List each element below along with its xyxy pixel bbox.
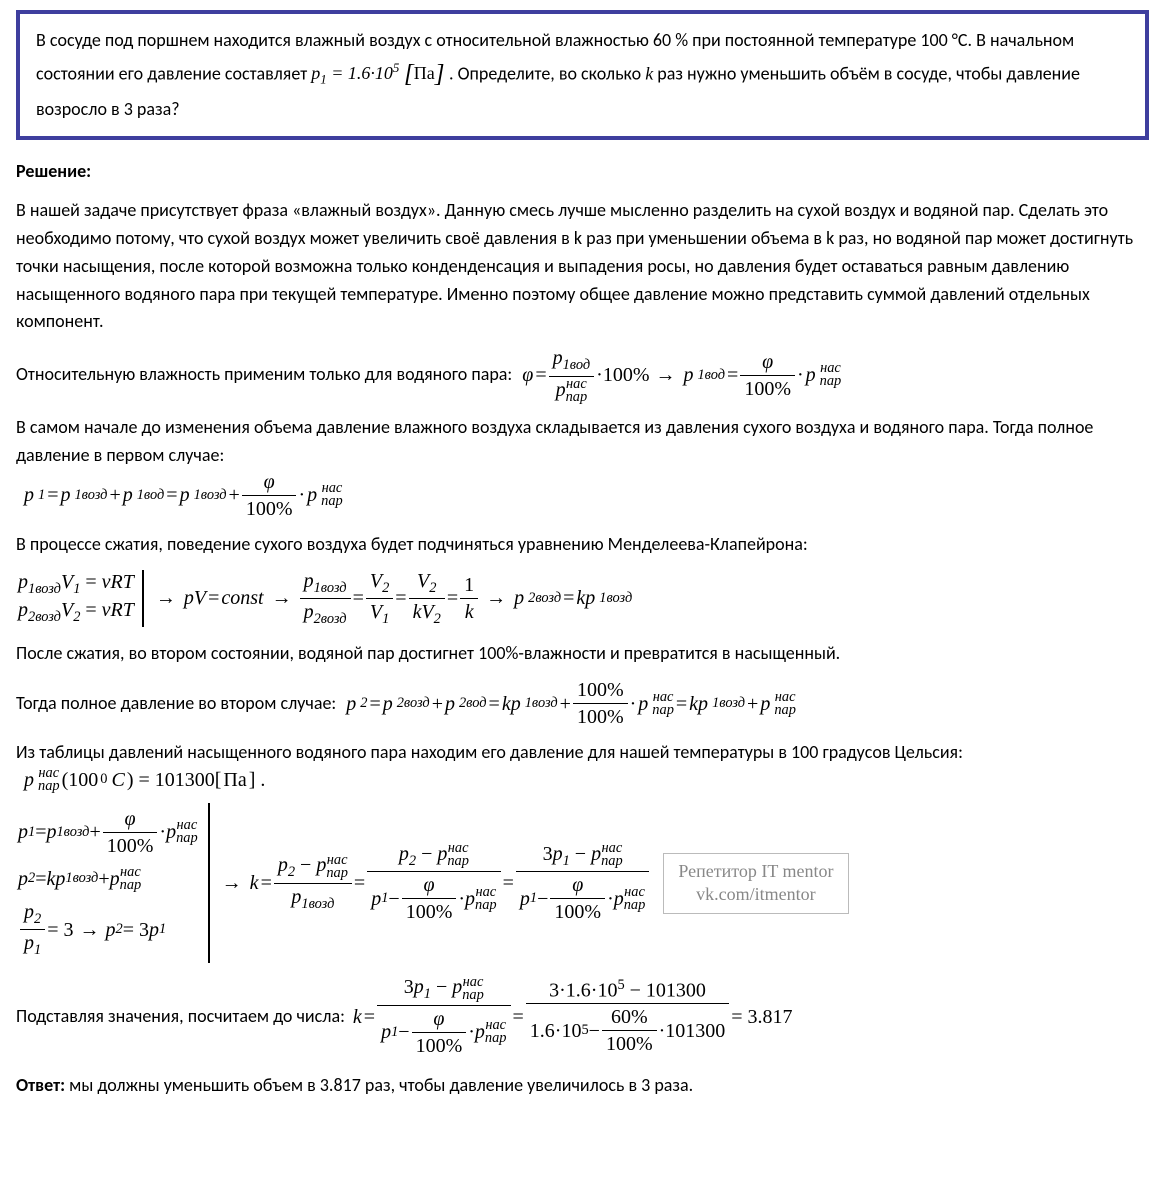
paragraph-1: В нашей задаче присутствует фраза «влажн… [16, 197, 1149, 336]
paragraph-5-row: Тогда полное давление во втором случае: … [16, 678, 1149, 729]
para7-text: Подставляя значения, посчитаем до числа: [16, 1003, 345, 1031]
watermark-line1: Репетитор IT mentor [678, 861, 833, 881]
paragraph-7-row: Подставляя значения, посчитаем до числа:… [16, 975, 1149, 1057]
formula-p1-total: p1 = p1возд + p1вод = p1возд + φ 100% · … [22, 470, 345, 521]
formula-k-derivation: p1 = p1возд + φ100% · pнаспар p2 = kp1во… [16, 803, 1149, 963]
formula-p2-total: p2 = p2возд + p2вод = kp1возд + 100% 100… [344, 678, 798, 729]
paragraph-2: В самом начале до изменения объема давле… [16, 414, 1149, 521]
para5-text: Тогда полное давление во втором случае: [16, 690, 336, 718]
formula-p1: p1 = 1.6·105 [Па] [311, 63, 449, 83]
formula-sat-pressure: pнаспар (1000C) = 101300[Па] . [22, 767, 265, 793]
watermark-line2: vk.com/itmentor [696, 884, 815, 904]
humidity-intro-text: Относительную влажность применим только … [16, 361, 512, 389]
watermark-badge: Репетитор IT mentor vk.com/itmentor [663, 853, 848, 914]
problem-statement-box: В сосуде под поршнем находится влажный в… [16, 10, 1149, 140]
answer-text: мы должны уменьшить объем в 3.817 раз, ч… [65, 1074, 693, 1096]
formula-mendeleev: p1воздV1 = νRT p2воздV2 = νRT → pV = con… [16, 569, 1149, 629]
paragraph-3: В процессе сжатия, поведение сухого возд… [16, 531, 1149, 559]
para6-text: Из таблицы давлений насыщенного водяного… [16, 739, 963, 767]
humidity-line: Относительную влажность применим только … [16, 346, 1149, 404]
problem-text-b: . Определите, во сколько [449, 62, 645, 84]
answer-label: Ответ: [16, 1074, 65, 1096]
solution-heading: Решение: [16, 158, 1149, 185]
formula-k-numeric: k = 3p1 − pнаспар p1 − φ100% · pнаспар =… [351, 975, 793, 1057]
paragraph-4: После сжатия, во втором состоянии, водян… [16, 640, 1149, 668]
para2-text: В самом начале до изменения объема давле… [16, 414, 1149, 470]
formula-relative-humidity: φ = p1вод pнаспар ·100% → p1вод = φ 100%… [520, 346, 843, 404]
answer-line: Ответ: мы должны уменьшить объем в 3.817… [16, 1072, 1149, 1100]
paragraph-6-row: Из таблицы давлений насыщенного водяного… [16, 739, 1149, 793]
